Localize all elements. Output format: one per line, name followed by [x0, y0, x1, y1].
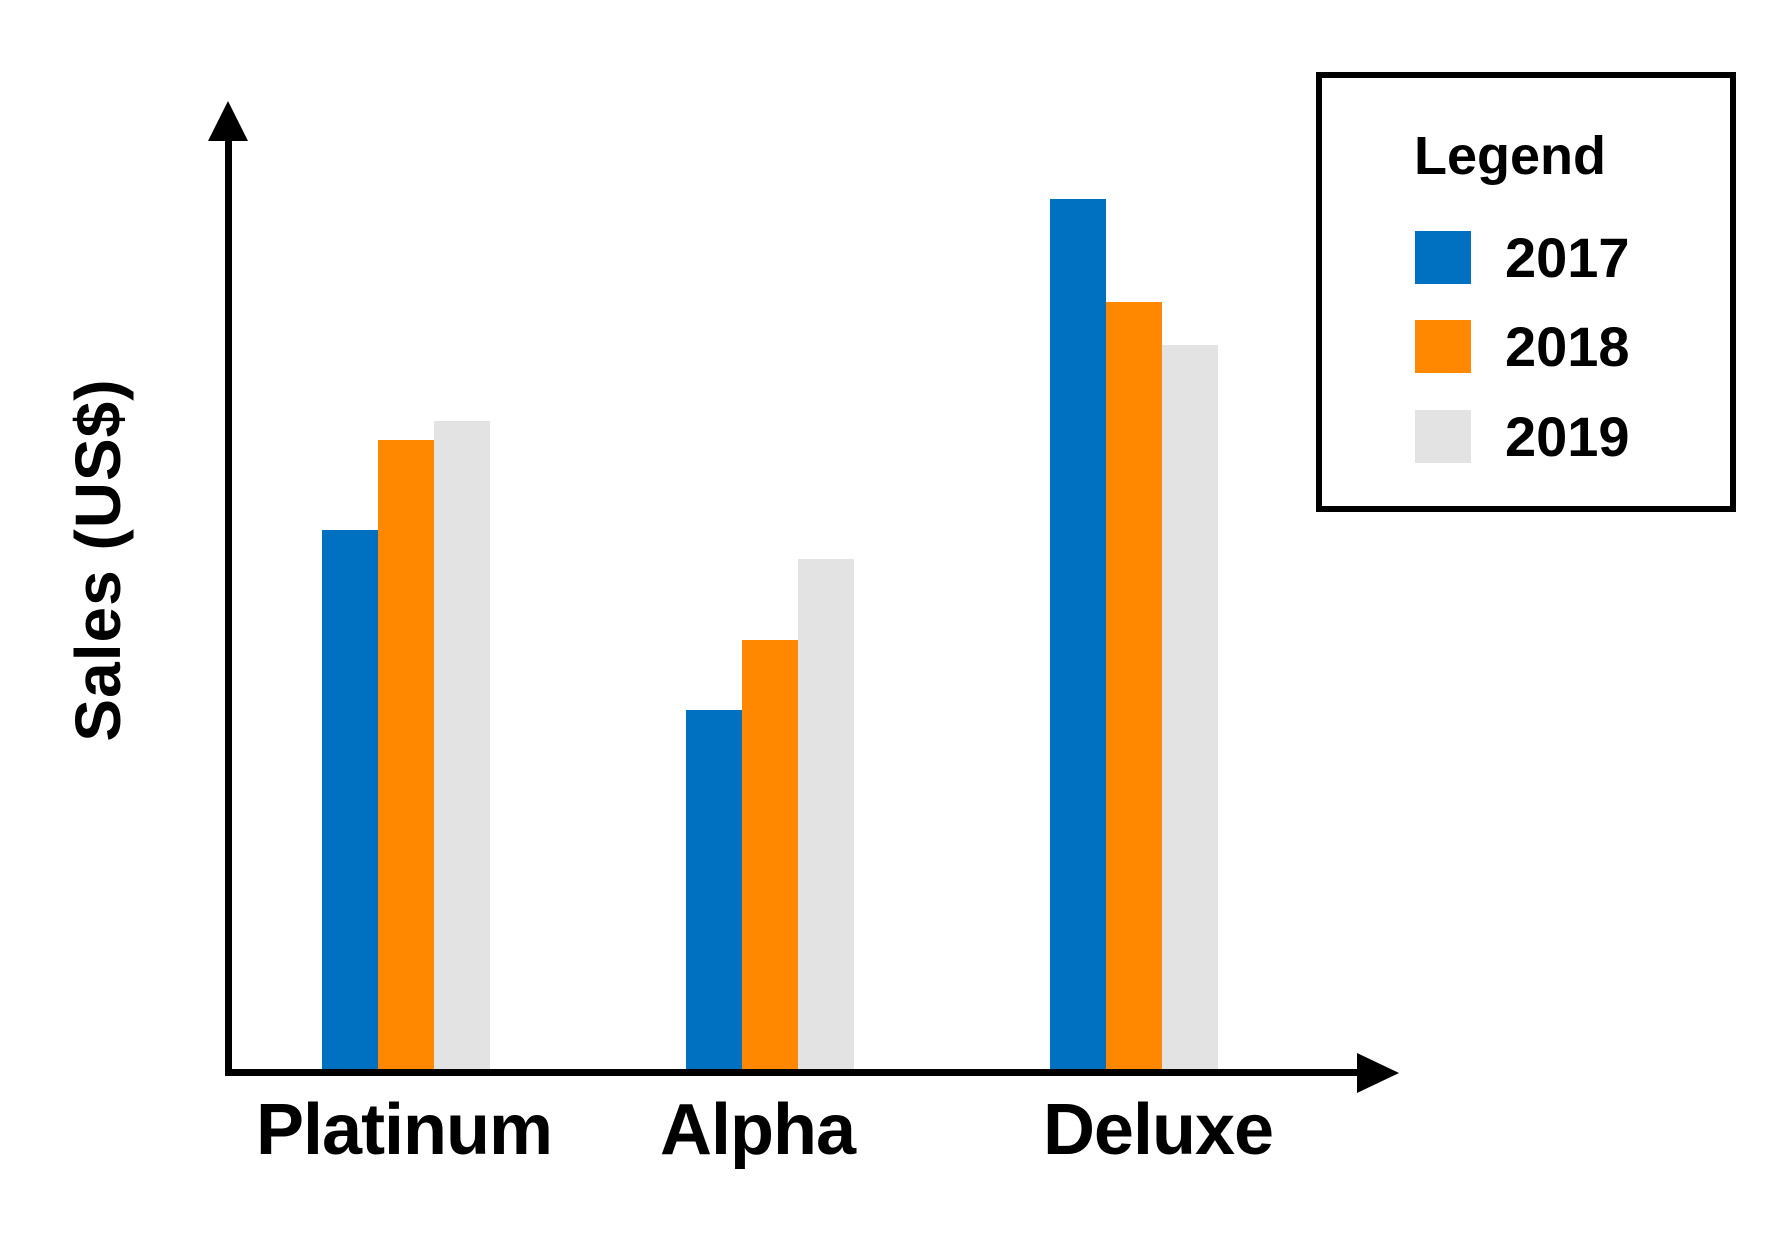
legend-label-2017: 2017	[1505, 226, 1630, 289]
x-label-platinum: Platinum	[256, 1090, 553, 1170]
bar-alpha-2017	[686, 710, 742, 1069]
x-axis	[225, 1069, 1365, 1076]
x-axis-arrow-icon	[1357, 1053, 1399, 1093]
y-axis	[225, 135, 232, 1076]
legend-item-2019: 2019	[1415, 406, 1715, 468]
legend-title: Legend	[1414, 126, 1607, 186]
bar-platinum-2018	[378, 440, 434, 1069]
y-axis-label: Sales (US$)	[62, 378, 134, 742]
x-label-alpha: Alpha	[660, 1090, 856, 1170]
legend: Legend 2017 2018 2019	[1316, 72, 1736, 512]
y-axis-arrow-icon	[208, 101, 248, 141]
bar-deluxe-2018	[1106, 302, 1162, 1069]
bar-alpha-2019	[798, 559, 854, 1069]
bar-platinum-2017	[322, 530, 378, 1069]
bar-platinum-2019	[434, 421, 490, 1069]
bar-deluxe-2019	[1162, 345, 1218, 1069]
legend-item-2017: 2017	[1415, 227, 1715, 289]
legend-swatch-2019	[1415, 410, 1471, 463]
bar-deluxe-2017	[1050, 199, 1106, 1069]
legend-label-2019: 2019	[1505, 405, 1630, 468]
legend-swatch-2017	[1415, 231, 1471, 284]
legend-item-2018: 2018	[1415, 316, 1715, 378]
legend-swatch-2018	[1415, 320, 1471, 373]
bar-alpha-2018	[742, 640, 798, 1069]
x-label-deluxe: Deluxe	[1042, 1090, 1274, 1170]
legend-label-2018: 2018	[1505, 315, 1630, 378]
